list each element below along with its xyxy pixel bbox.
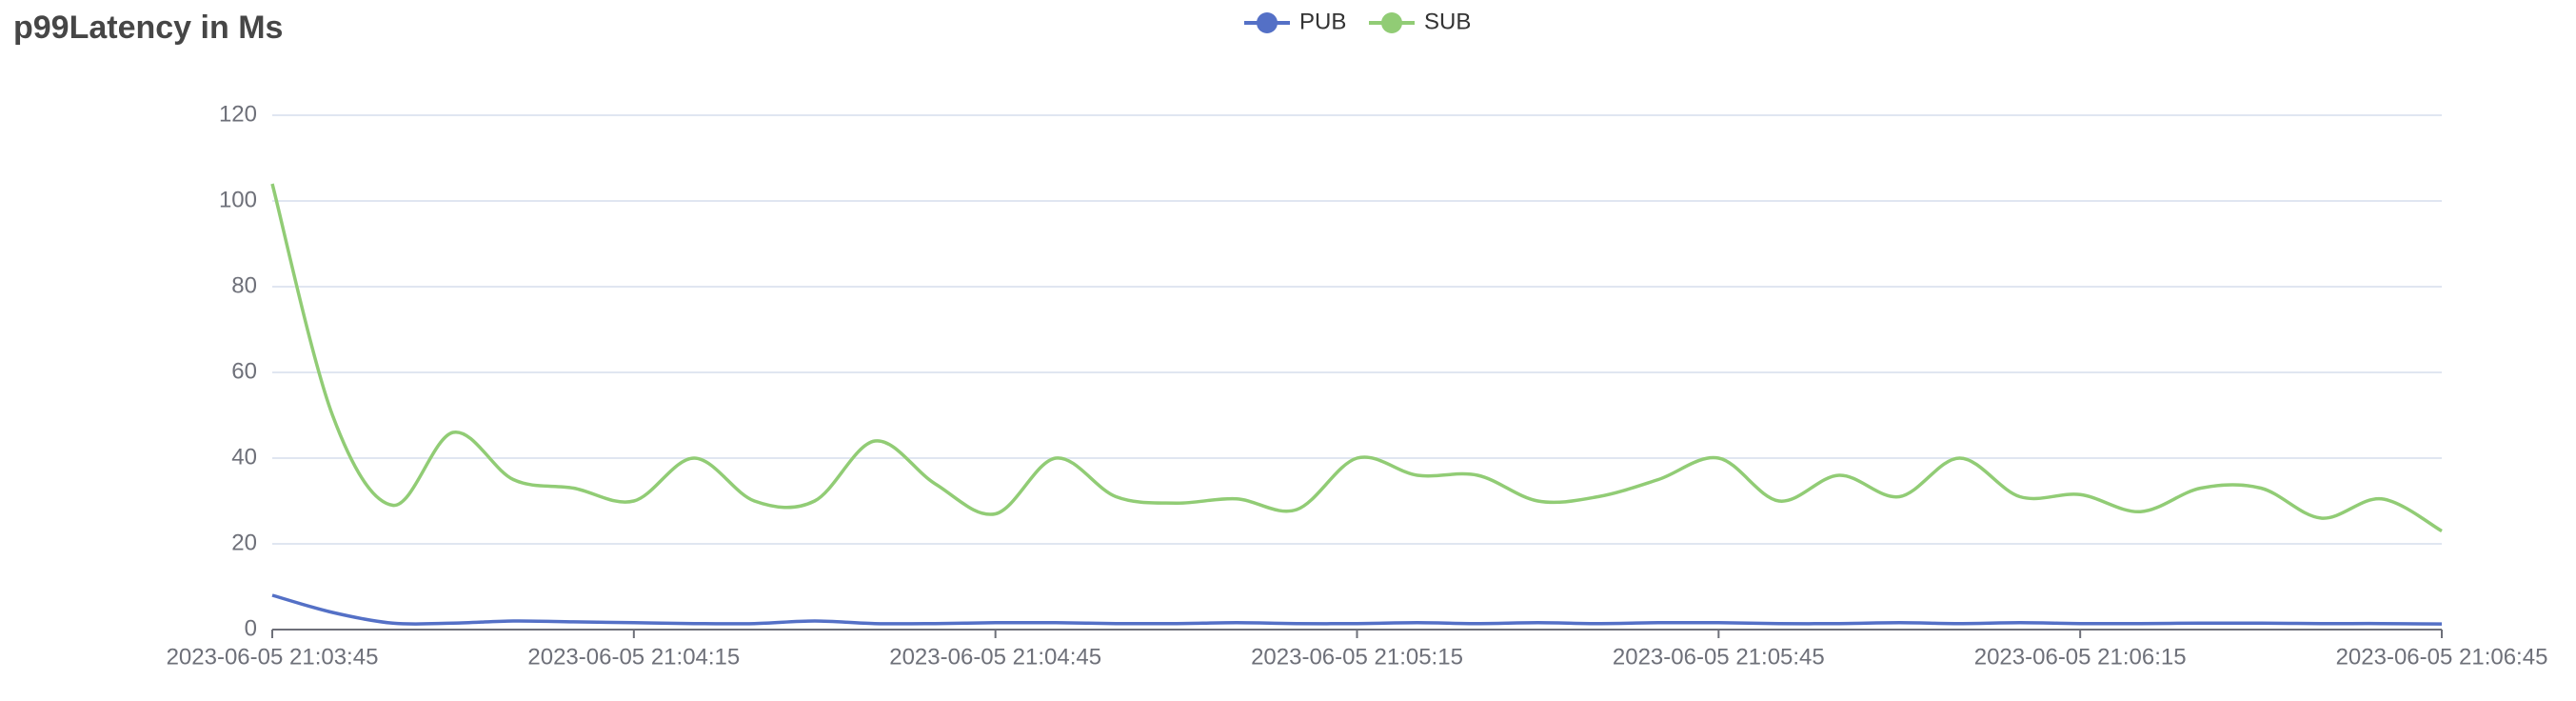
legend-label: PUB — [1299, 9, 1346, 34]
y-tick-label: 0 — [245, 615, 257, 641]
x-tick-label: 2023-06-05 21:06:15 — [1974, 644, 2187, 670]
legend-label: SUB — [1424, 9, 1471, 34]
x-tick-label: 2023-06-05 21:03:45 — [167, 644, 379, 670]
x-tick-label: 2023-06-05 21:04:15 — [527, 644, 740, 670]
x-tick-label: 2023-06-05 21:05:15 — [1251, 644, 1463, 670]
y-tick-label: 20 — [231, 530, 257, 555]
y-tick-label: 100 — [219, 187, 257, 212]
series-line — [271, 593, 2443, 626]
x-tick-label: 2023-06-05 21:06:45 — [2336, 644, 2548, 670]
legend-marker — [1257, 12, 1278, 33]
y-tick-label: 40 — [231, 444, 257, 470]
x-tick-label: 2023-06-05 21:04:45 — [889, 644, 1101, 670]
chart-title: p99Latency in Ms — [13, 10, 283, 46]
y-tick-label: 60 — [231, 358, 257, 384]
legend-marker — [1381, 12, 1402, 33]
y-tick-label: 80 — [231, 272, 257, 298]
x-tick-label: 2023-06-05 21:05:45 — [1613, 644, 1825, 670]
y-tick-label: 120 — [219, 101, 257, 127]
series-line — [270, 183, 2443, 533]
